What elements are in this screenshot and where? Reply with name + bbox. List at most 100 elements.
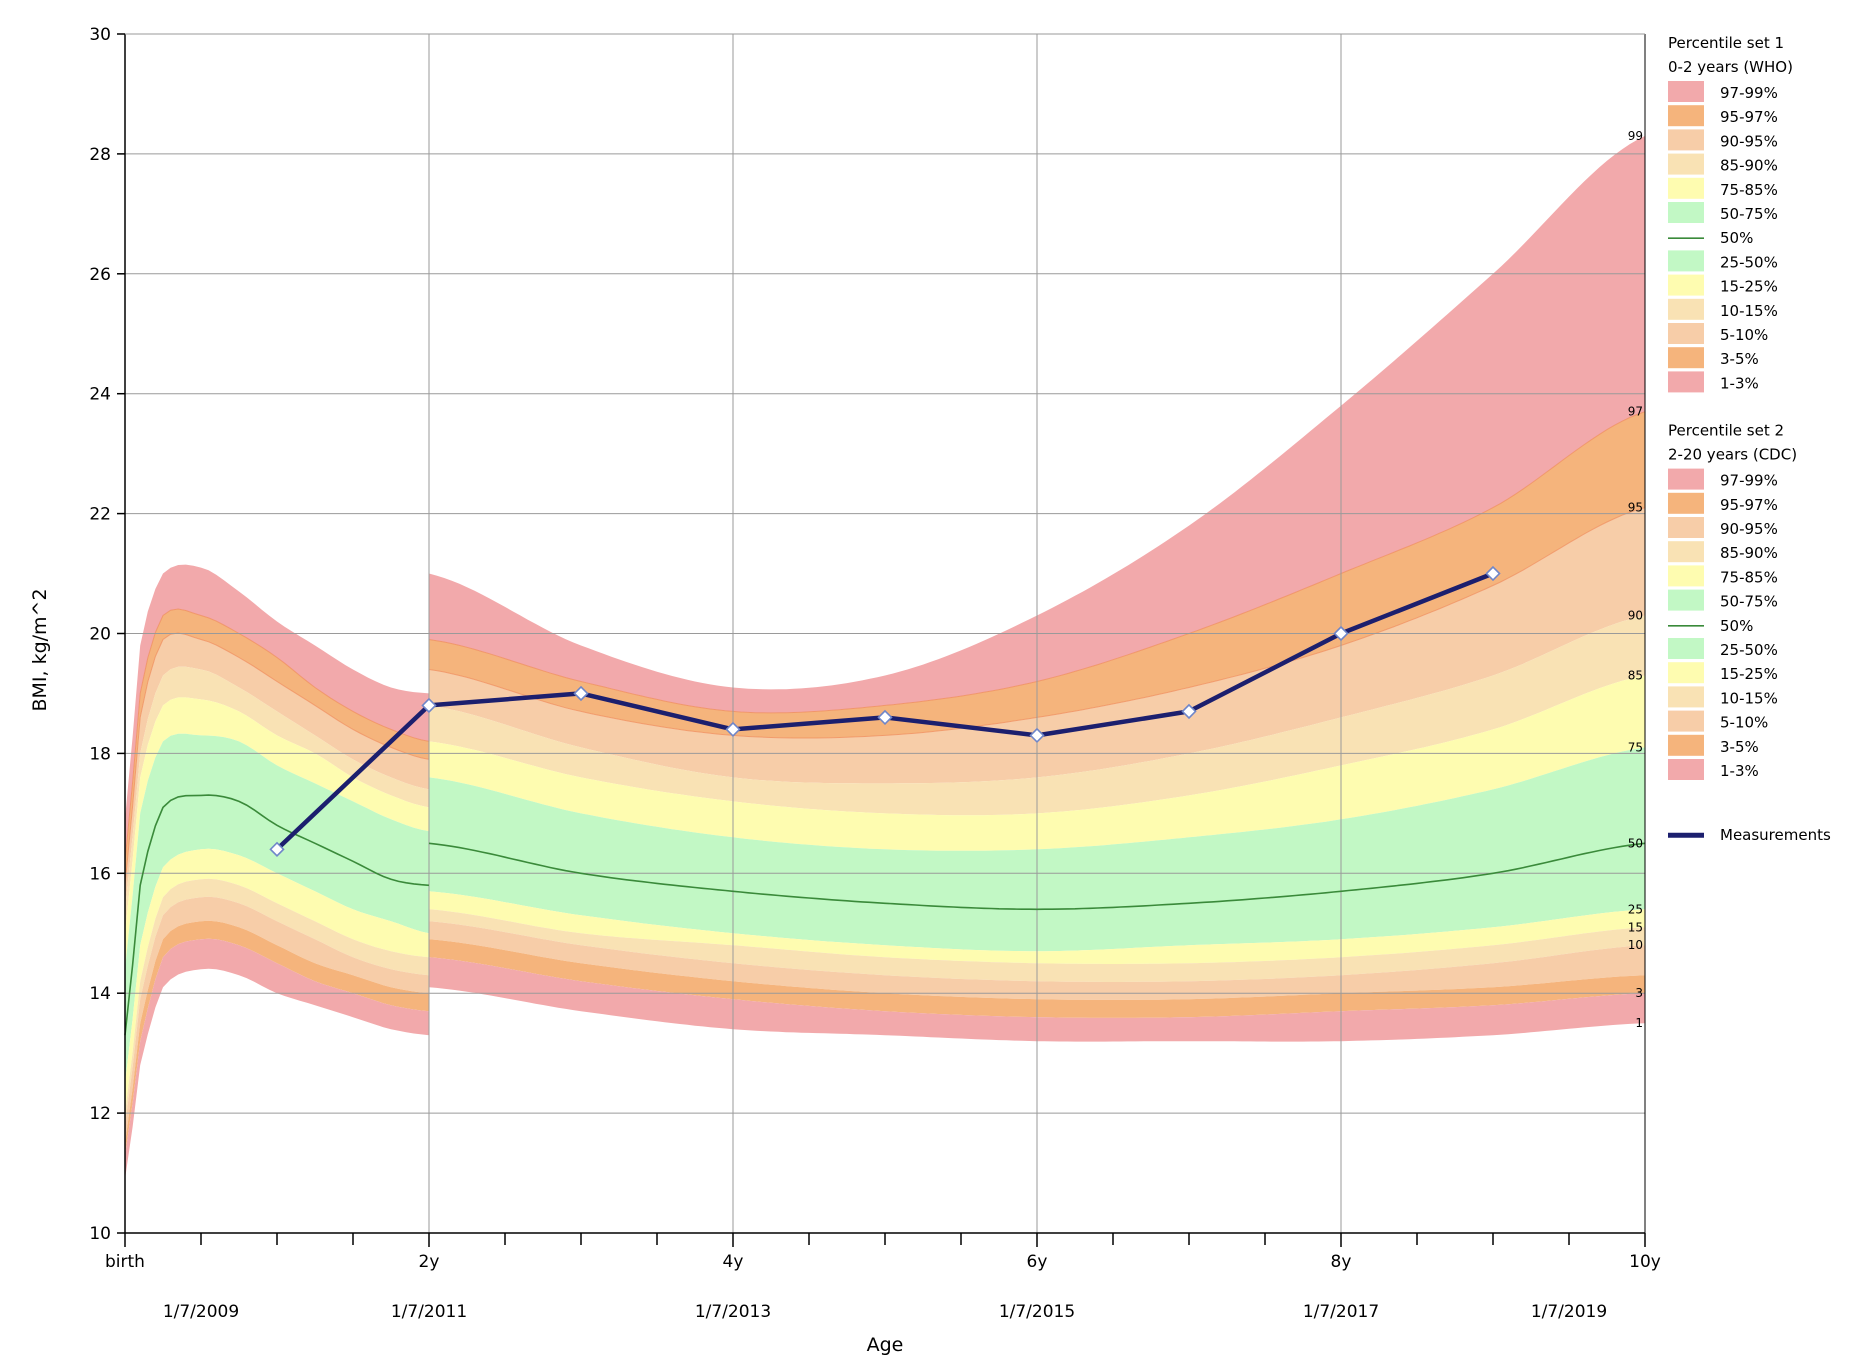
legend-label: 50% bbox=[1720, 617, 1753, 635]
x-date-tick-label: 1/7/2015 bbox=[999, 1302, 1075, 1322]
legend-label: 97-99% bbox=[1720, 472, 1778, 490]
legend-set-title: Percentile set 1 bbox=[1668, 34, 1784, 52]
legend-label: 25-50% bbox=[1720, 253, 1778, 271]
x-age-tick-label: birth bbox=[105, 1252, 145, 1272]
legend-label: 15-25% bbox=[1720, 278, 1778, 296]
median-lines bbox=[124, 794, 1646, 1036]
median-line-set2 bbox=[428, 842, 1646, 911]
percentile-end-label: 25 bbox=[1628, 902, 1643, 916]
x-date-tick-label: 1/7/2019 bbox=[1531, 1302, 1607, 1322]
legend-swatch bbox=[1668, 347, 1704, 369]
legend-label: 50-75% bbox=[1720, 205, 1778, 223]
percentile-end-labels: 99 97 95 90 85 75 50 25 15 10 3 1 bbox=[1628, 129, 1643, 1030]
measurement-point bbox=[421, 697, 437, 714]
x-age-tick-label: 10y bbox=[1629, 1252, 1661, 1272]
y-tick-label: 20 bbox=[89, 625, 111, 645]
y-tick-label: 30 bbox=[89, 25, 111, 45]
band-set1-15-25pct bbox=[125, 848, 429, 1114]
percentile-end-label: 50 bbox=[1628, 836, 1643, 850]
legend-swatch bbox=[1668, 638, 1704, 659]
measurement-point bbox=[269, 841, 285, 857]
legend-label: 85-90% bbox=[1720, 157, 1778, 175]
y-tick-label: 26 bbox=[89, 265, 111, 285]
band-set1-75-85pct bbox=[125, 697, 429, 970]
legend: Percentile set 1 0-2 years (WHO) 97-99% 95-… bbox=[1668, 34, 1831, 844]
y-tick-label: 18 bbox=[89, 744, 111, 764]
percentile-end-label: 85 bbox=[1628, 668, 1643, 682]
percentile-end-label: 3 bbox=[1635, 986, 1643, 1000]
percentile-end-label: 15 bbox=[1628, 920, 1643, 934]
legend-swatch bbox=[1668, 541, 1704, 563]
legend-label: 90-95% bbox=[1720, 520, 1778, 538]
y-tick-label: 16 bbox=[89, 864, 111, 884]
y-tick-label: 10 bbox=[89, 1224, 111, 1244]
percentile-line-set1-97 bbox=[124, 608, 430, 862]
legend-swatch bbox=[1668, 734, 1704, 756]
band-set1-85-90pct bbox=[125, 666, 429, 934]
y-tick-label: 14 bbox=[89, 984, 111, 1004]
x-date-tick-label: 1/7/2011 bbox=[391, 1302, 467, 1322]
percentile-end-label: 97 bbox=[1628, 405, 1643, 419]
legend-label: 3-5% bbox=[1720, 738, 1759, 756]
legend-label: 5-10% bbox=[1720, 326, 1768, 344]
legend-swatch bbox=[1668, 662, 1704, 684]
legend-swatch bbox=[1668, 274, 1704, 296]
legend-label: 90-95% bbox=[1720, 132, 1778, 150]
band-set2-95-97pct bbox=[429, 411, 1645, 738]
legend-label-measurements: Measurements bbox=[1720, 826, 1831, 844]
legend-label: 95-97% bbox=[1720, 496, 1778, 514]
y-tick-label: 22 bbox=[89, 505, 111, 525]
x-age-tick-label: 4y bbox=[723, 1252, 744, 1272]
legend-swatch bbox=[1668, 565, 1704, 587]
x-axis-title: Age bbox=[867, 1334, 904, 1356]
legend-swatch bbox=[1668, 759, 1704, 780]
legend-label: 85-90% bbox=[1720, 544, 1778, 562]
percentile-end-label: 75 bbox=[1628, 740, 1643, 754]
legend-swatch bbox=[1668, 517, 1704, 538]
measurement-point bbox=[725, 721, 741, 738]
legend-set-subtitle: 0-2 years (WHO) bbox=[1668, 58, 1793, 76]
y-tick-label: 12 bbox=[89, 1104, 111, 1124]
legend-label: 25-50% bbox=[1720, 641, 1778, 659]
legend-label: 75-85% bbox=[1720, 181, 1778, 199]
x-date-tick-label: 1/7/2013 bbox=[695, 1302, 771, 1322]
percentile-end-label: 1 bbox=[1635, 1016, 1643, 1030]
y-tick-label: 28 bbox=[89, 145, 111, 165]
legend-swatch bbox=[1668, 589, 1704, 611]
band-set1-5-10pct bbox=[125, 896, 429, 1144]
x-age-tick-label: 8y bbox=[1331, 1252, 1352, 1272]
legend-swatch bbox=[1668, 153, 1704, 175]
legend-swatch bbox=[1668, 250, 1704, 272]
band-set1-3-5pct bbox=[125, 920, 429, 1156]
legend-label: 3-5% bbox=[1720, 350, 1759, 368]
percentile-bands bbox=[124, 135, 1646, 1179]
band-set1-90-95pct bbox=[125, 633, 429, 910]
measurement-point bbox=[1181, 703, 1197, 720]
median-line-set1 bbox=[124, 794, 430, 1036]
legend-label: 10-15% bbox=[1720, 302, 1778, 320]
percentile-end-label: 95 bbox=[1628, 501, 1643, 515]
legend-swatch bbox=[1668, 371, 1704, 393]
legend-swatch bbox=[1668, 323, 1704, 344]
legend-label: 75-85% bbox=[1720, 568, 1778, 586]
legend-label: 15-25% bbox=[1720, 665, 1778, 683]
legend-swatch bbox=[1668, 686, 1704, 708]
band-set1-97-99pct bbox=[125, 564, 429, 862]
band-set1-50-75pct bbox=[125, 733, 429, 1036]
band-set1-95-97pct bbox=[125, 609, 429, 886]
measurement-point bbox=[1029, 727, 1045, 744]
legend-label: 97-99% bbox=[1720, 84, 1778, 102]
legend-swatch bbox=[1668, 468, 1704, 490]
legend-label: 1-3% bbox=[1720, 374, 1759, 392]
legend-swatch bbox=[1668, 710, 1704, 732]
y-tick-label: 24 bbox=[89, 385, 111, 405]
legend-swatch bbox=[1668, 129, 1704, 151]
legend-swatch bbox=[1668, 202, 1704, 223]
grid-lines bbox=[125, 33, 1646, 1233]
band-set1-25-50pct bbox=[125, 795, 429, 1084]
legend-label: 95-97% bbox=[1720, 108, 1778, 126]
legend-label: 50-75% bbox=[1720, 593, 1778, 611]
x-date-tick-label: 1/7/2017 bbox=[1303, 1302, 1379, 1322]
legend-label: 1-3% bbox=[1720, 762, 1759, 780]
legend-label: 50% bbox=[1720, 229, 1753, 247]
